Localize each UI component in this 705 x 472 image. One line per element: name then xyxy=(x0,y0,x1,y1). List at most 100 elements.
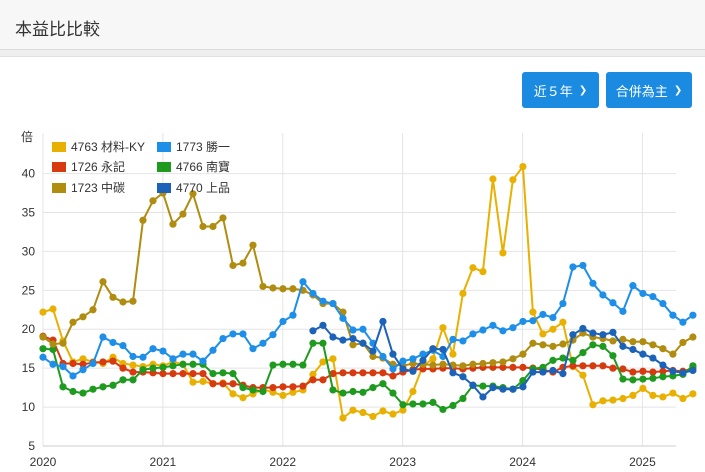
data-point xyxy=(409,355,417,363)
y-tick-label: 25 xyxy=(22,283,36,297)
data-point xyxy=(459,337,467,345)
data-point xyxy=(319,321,327,329)
data-point xyxy=(649,341,657,349)
data-point xyxy=(599,342,607,350)
data-point xyxy=(169,220,177,228)
data-point xyxy=(119,364,127,372)
data-point xyxy=(349,387,357,396)
data-point xyxy=(449,369,457,377)
legend-swatch xyxy=(157,162,171,172)
data-point xyxy=(159,347,167,355)
data-point xyxy=(349,406,357,414)
basis-dropdown-button[interactable]: 合併為主 ❯ xyxy=(606,72,692,108)
legend-label: 1723 中碳 xyxy=(71,180,125,195)
data-point xyxy=(619,335,627,343)
data-point xyxy=(49,305,57,313)
legend-item: 4770 上品 xyxy=(157,181,230,195)
data-point xyxy=(659,361,667,369)
data-point xyxy=(639,367,647,375)
data-point xyxy=(509,385,517,393)
series-5 xyxy=(309,317,697,401)
data-point xyxy=(459,289,467,298)
series-line xyxy=(42,342,694,411)
data-point xyxy=(569,356,577,364)
data-point xyxy=(239,394,247,402)
data-point xyxy=(669,367,677,375)
legend-item: 1726 永記 xyxy=(52,159,125,174)
data-point xyxy=(379,407,387,415)
data-point xyxy=(179,350,187,358)
data-point xyxy=(609,299,617,307)
data-point xyxy=(519,363,527,371)
period-dropdown-button[interactable]: 近５年 ❯ xyxy=(522,72,599,108)
data-point xyxy=(209,370,217,378)
data-point xyxy=(379,380,387,388)
data-point xyxy=(419,350,427,358)
data-point xyxy=(39,333,47,341)
chevron-down-icon: ❯ xyxy=(578,84,588,96)
legend-item: 4763 材料-KY xyxy=(52,140,145,154)
data-point xyxy=(189,190,197,198)
period-label: 近５年 xyxy=(533,83,573,99)
y-tick-label: 15 xyxy=(22,361,36,375)
data-point xyxy=(79,360,87,368)
data-point xyxy=(419,400,427,408)
data-point xyxy=(479,382,487,390)
data-point xyxy=(219,369,227,377)
data-point xyxy=(539,330,547,338)
data-point xyxy=(499,358,507,366)
data-point xyxy=(229,380,237,388)
legend-label: 4766 南寶 xyxy=(176,159,230,174)
data-point xyxy=(189,350,197,358)
data-point xyxy=(169,362,177,370)
data-point xyxy=(269,331,277,339)
data-point xyxy=(269,384,277,392)
data-point xyxy=(499,249,507,257)
data-point xyxy=(659,299,667,308)
data-point xyxy=(349,334,357,343)
data-point xyxy=(279,383,287,391)
y-tick-label: 30 xyxy=(22,244,36,258)
data-point xyxy=(629,376,637,384)
legend-swatch xyxy=(52,183,66,193)
chart-plot-area xyxy=(39,162,697,422)
data-point xyxy=(469,330,477,338)
data-point xyxy=(519,317,527,326)
data-point xyxy=(399,401,407,409)
data-point xyxy=(669,389,677,397)
data-point xyxy=(609,396,617,404)
data-point xyxy=(69,387,77,396)
series-2 xyxy=(39,332,697,392)
data-point xyxy=(329,355,337,363)
legend-swatch xyxy=(52,142,66,152)
data-point xyxy=(249,241,257,249)
data-point xyxy=(399,406,407,414)
data-point xyxy=(489,359,497,367)
data-point xyxy=(639,338,647,346)
data-point xyxy=(339,336,347,344)
data-point xyxy=(369,369,377,377)
data-point xyxy=(589,362,597,370)
data-point xyxy=(519,350,527,358)
data-point xyxy=(549,366,557,375)
data-point xyxy=(319,297,327,305)
data-point xyxy=(409,400,417,408)
data-point xyxy=(139,353,147,361)
data-point xyxy=(229,390,237,398)
data-point xyxy=(519,162,527,171)
data-point xyxy=(569,263,577,271)
data-point xyxy=(409,367,417,375)
data-point xyxy=(549,342,557,350)
data-point xyxy=(349,341,357,349)
data-point xyxy=(479,326,487,334)
data-point xyxy=(409,387,417,396)
data-point xyxy=(469,381,477,389)
data-point xyxy=(669,350,677,358)
data-point xyxy=(649,374,657,382)
data-point xyxy=(39,308,47,316)
data-point xyxy=(689,390,697,398)
data-point xyxy=(549,313,557,322)
data-point xyxy=(339,369,347,377)
data-point xyxy=(449,350,457,358)
data-point xyxy=(379,317,387,326)
